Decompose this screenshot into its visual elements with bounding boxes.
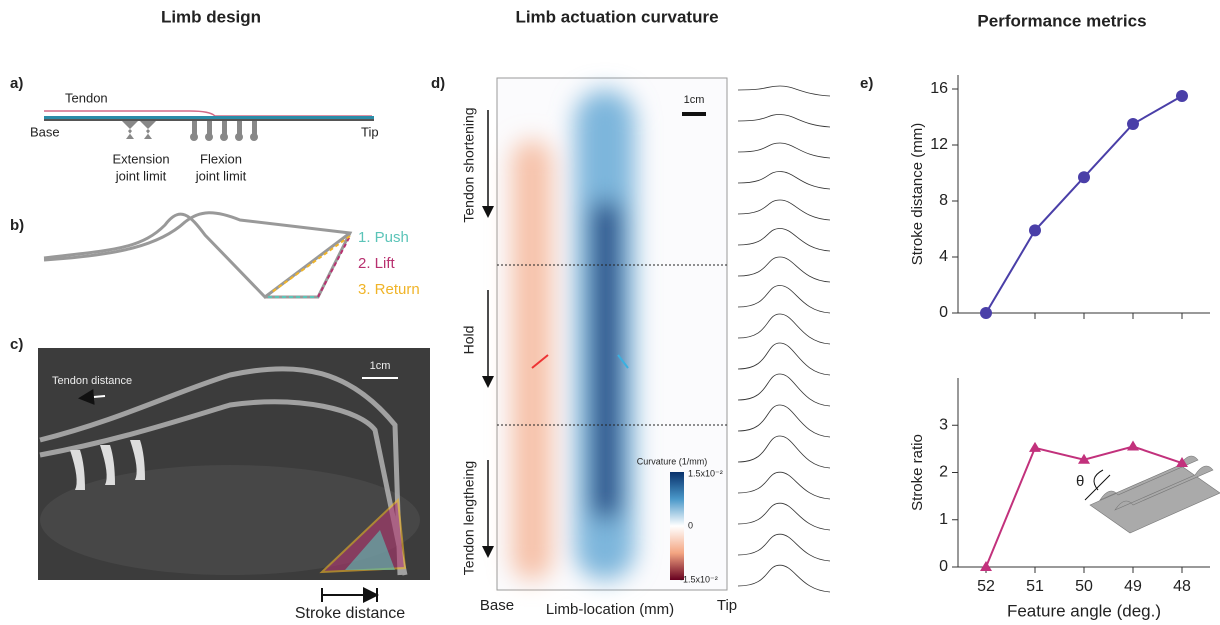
header: Limb actuation curvature (515, 7, 718, 26)
x-axis-title: Feature angle (deg.) (1007, 601, 1161, 620)
y-tick-label: 2 (939, 464, 948, 481)
label: 1.5x10⁻² (688, 468, 723, 478)
label: Tendon lengtheing (461, 461, 477, 575)
label: Flexion (200, 151, 242, 166)
y-axis-title: Stroke ratio (909, 434, 926, 511)
curve-strip (737, 285, 831, 314)
y-tick-label: 4 (939, 248, 948, 265)
header: Performance metrics (977, 11, 1146, 30)
label: Stroke distance (295, 605, 405, 622)
marker (1176, 457, 1188, 468)
curve-strip (737, 85, 831, 97)
panel-b: b) 1. Push 2. Lift 3. Return (10, 211, 420, 299)
marker (1029, 224, 1041, 237)
marker (1078, 171, 1090, 184)
panel-label: b) (10, 217, 24, 234)
curve-strip (737, 373, 831, 407)
curve-strip (737, 228, 831, 252)
curve-strip (737, 199, 831, 221)
header: Limb design (161, 7, 261, 26)
marker (1127, 440, 1139, 451)
label: Extension (112, 151, 169, 166)
y-tick-label: 8 (939, 192, 948, 209)
y-tick-label: 0 (939, 558, 948, 575)
curve-strip (737, 114, 831, 128)
label: Tendon distance (52, 375, 132, 387)
curve-strip (737, 435, 831, 469)
y-axis-title: Stroke distance (mm) (909, 123, 926, 266)
x-tick-label: 51 (1026, 578, 1044, 595)
marker (1176, 90, 1188, 102)
marker (980, 561, 992, 571)
curve-strip (737, 564, 831, 593)
label: Limb-location (mm) (546, 601, 674, 618)
curve-strip (737, 313, 831, 345)
x-tick-label: 49 (1124, 578, 1142, 595)
curve-strip (737, 502, 831, 531)
label: 0 (688, 520, 693, 530)
label: -1.5x10⁻² (680, 574, 718, 584)
curve-strip (737, 342, 831, 376)
y-tick-label: 0 (939, 304, 948, 321)
label: joint limit (195, 168, 247, 183)
label: θ (1076, 473, 1084, 490)
panel-label: d) (431, 75, 445, 92)
panel-d: d) 1cm Tendon shortening Hold Tendon len… (431, 75, 831, 618)
label: Hold (461, 326, 477, 355)
label: Base (30, 124, 60, 139)
curve-strip (737, 256, 831, 283)
label: Curvature (1/mm) (637, 456, 708, 466)
y-tick-label: 16 (930, 80, 948, 97)
curve-strip (737, 142, 831, 159)
curve-strip (737, 404, 831, 438)
label: Base (480, 597, 514, 614)
line (985, 95, 1183, 314)
label: 1. Push (358, 229, 409, 246)
label: Tip (717, 597, 737, 614)
y-tick-label: 1 (939, 511, 948, 528)
marker (1127, 118, 1139, 130)
curve-strip (737, 171, 831, 190)
panel-label: e) (860, 75, 873, 92)
panel-a: a) Tendon Base Tip Extension joint limit… (10, 75, 379, 183)
marker (1029, 441, 1041, 452)
marker (980, 307, 992, 319)
x-tick-label: 52 (977, 578, 995, 595)
label: Tendon shortening (461, 107, 477, 222)
label: joint limit (115, 168, 167, 183)
label: Tendon (65, 90, 108, 105)
y-tick-label: 12 (930, 136, 948, 153)
x-tick-label: 48 (1173, 578, 1191, 595)
curve-strip (737, 471, 831, 500)
panel-c: c) Tendon distance 1cm Stroke distance (10, 336, 430, 622)
x-tick-label: 50 (1075, 578, 1093, 595)
curve-strip (737, 533, 831, 562)
label: 3. Return (358, 281, 420, 298)
label: 1cm (684, 94, 705, 106)
marker (1078, 453, 1090, 464)
panel-label: a) (10, 75, 23, 92)
label: 2. Lift (358, 255, 396, 272)
y-tick-label: 3 (939, 416, 948, 433)
panel-label: c) (10, 336, 23, 353)
label: 1cm (370, 360, 391, 372)
label: Tip (361, 124, 379, 139)
